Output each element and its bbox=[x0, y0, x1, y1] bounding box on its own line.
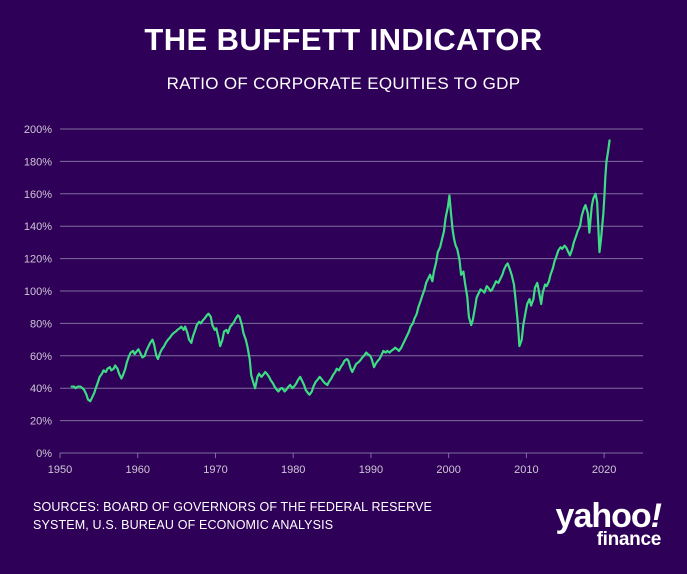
brand-wordmark: yahoo! bbox=[476, 497, 662, 535]
brand-subname: finance bbox=[596, 529, 662, 551]
yahoo-finance-logo: yahoo! finance bbox=[476, 497, 662, 551]
brand-name: yahoo bbox=[555, 497, 652, 535]
y-axis-tick-label: 200% bbox=[24, 124, 52, 136]
x-axis-tick-label: 1980 bbox=[281, 464, 305, 476]
y-axis-tick-label: 100% bbox=[24, 286, 52, 298]
x-axis-tick-label: 1970 bbox=[203, 464, 227, 476]
y-axis-tick-label: 160% bbox=[24, 189, 52, 201]
y-axis-tick-label: 120% bbox=[24, 254, 52, 266]
brand-exclamation-icon: ! bbox=[650, 497, 662, 535]
x-axis-tick-label: 2020 bbox=[592, 464, 616, 476]
x-axis-tick-label: 1960 bbox=[125, 464, 149, 476]
x-axis-tick-label: 1990 bbox=[359, 464, 383, 476]
x-axis-tick-label: 2010 bbox=[514, 464, 538, 476]
chart-subtitle: RATIO OF CORPORATE EQUITIES TO GDP bbox=[166, 74, 521, 93]
y-axis-tick-label: 60% bbox=[30, 351, 52, 363]
data-line-series bbox=[70, 139, 611, 403]
page-title: THE BUFFETT INDICATOR bbox=[144, 22, 543, 57]
y-axis-tick-label: 180% bbox=[24, 156, 52, 168]
y-axis-tick-label: 40% bbox=[30, 383, 52, 395]
x-axis-tick-label: 2000 bbox=[436, 464, 460, 476]
y-axis-tick-label: 140% bbox=[24, 221, 52, 233]
sources-note: SOURCES: BOARD OF GOVERNORS OF THE FEDER… bbox=[33, 500, 433, 533]
y-axis-tick-label: 80% bbox=[30, 318, 52, 330]
y-axis-tick-label: 0% bbox=[36, 448, 52, 460]
x-axis-tick-label: 1950 bbox=[48, 464, 72, 476]
y-axis-tick-label: 20% bbox=[30, 416, 52, 428]
